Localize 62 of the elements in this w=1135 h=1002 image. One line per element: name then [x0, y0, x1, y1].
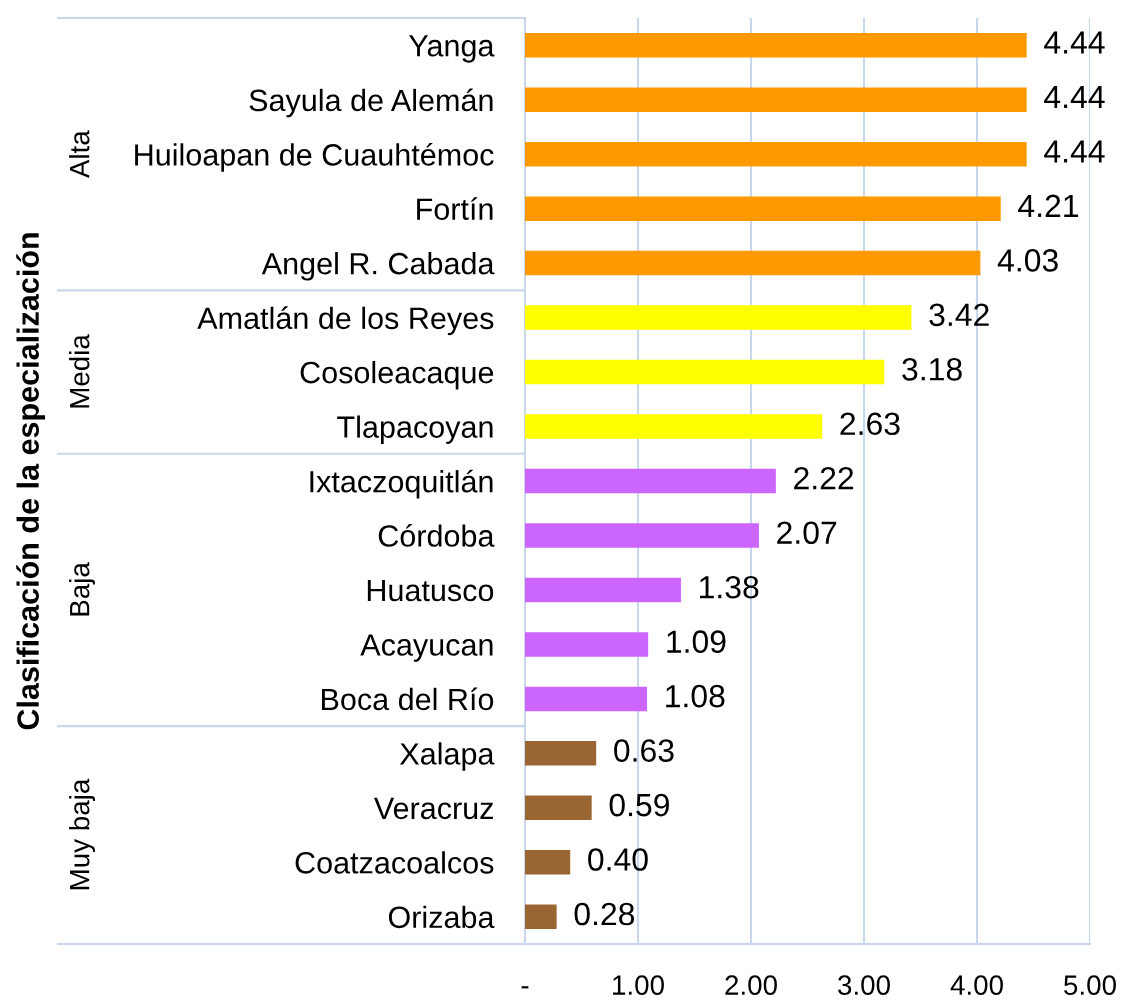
x-tick-label: 2.00	[725, 975, 777, 995]
bar	[525, 32, 1027, 58]
data-label: 3.42	[929, 303, 989, 327]
y-tick-label: Veracruz	[374, 797, 493, 820]
text: Muy baja	[69, 778, 95, 890]
bar	[525, 414, 823, 439]
data-label: 0.40	[588, 848, 648, 871]
bar	[525, 741, 597, 766]
text: Baja	[69, 562, 95, 616]
bar	[525, 523, 759, 548]
y-tick-label: Huiloapan de Cuauhtémoc	[135, 142, 494, 172]
y-tick-label: Fortín	[417, 197, 493, 221]
bar	[525, 904, 557, 930]
y-tick-label: Amatlán de los Reyes	[197, 306, 494, 336]
y-tick-label: Cosoleacaque	[300, 360, 494, 390]
data-label: 2.07	[777, 521, 837, 545]
bar	[525, 850, 571, 875]
bar	[525, 196, 1001, 221]
x-tick-label: 4.00	[950, 975, 1003, 995]
x-tick-label: -	[521, 986, 529, 989]
bar	[525, 141, 1027, 167]
data-label: 4.44	[1044, 140, 1105, 163]
data-label: 3.18	[902, 358, 962, 381]
y-tick-label: Tlapacoyan	[337, 415, 493, 444]
y-tick-label: Huatusco	[367, 579, 494, 602]
bar	[525, 468, 776, 494]
data-label: 0.28	[574, 902, 635, 926]
data-label: 4.44	[1044, 85, 1105, 108]
bar	[525, 250, 981, 276]
x-tick-label: 5.00	[1064, 975, 1116, 995]
x-tick-label: 3.00	[838, 975, 890, 995]
data-label: 2.22	[794, 466, 854, 490]
data-label: 1.38	[700, 575, 759, 599]
y-tick-label: Yanga	[409, 35, 495, 63]
data-label: 2.63	[840, 412, 900, 436]
y-tick-label: Orizaba	[388, 905, 495, 929]
text: Media	[69, 334, 90, 408]
data-label: 0.59	[609, 793, 669, 817]
data-label: 4.21	[1018, 194, 1079, 217]
y-tick-label: Acayucan	[360, 634, 493, 662]
bar	[525, 359, 885, 385]
data-label: 0.63	[614, 739, 674, 762]
bar	[525, 686, 648, 712]
text: Alta	[69, 130, 90, 179]
bar	[525, 87, 1027, 112]
data-label: 4.44	[1044, 31, 1105, 54]
bar	[525, 632, 649, 657]
bar	[525, 305, 912, 330]
y-tick-label: Córdoba	[378, 524, 495, 547]
bar	[525, 795, 592, 821]
y-tick-label: Coatzacoalcos	[295, 851, 494, 874]
y-tick-label: Sayula de Alemán	[249, 88, 493, 118]
y-tick-label: Xalapa	[399, 742, 495, 771]
y-tick-label: Ixtaczoquitlán	[310, 469, 493, 499]
data-label: 1.08	[666, 684, 725, 708]
x-tick-label: 1.00	[613, 975, 664, 995]
y-axis-title: Clasificación de la especialización	[16, 233, 45, 730]
y-tick-label: Angel R. Cabada	[261, 252, 495, 281]
data-label: 4.03	[997, 249, 1058, 272]
data-label: 1.09	[667, 630, 726, 653]
bar	[525, 577, 681, 603]
y-tick-label: Boca del Río	[322, 687, 494, 711]
